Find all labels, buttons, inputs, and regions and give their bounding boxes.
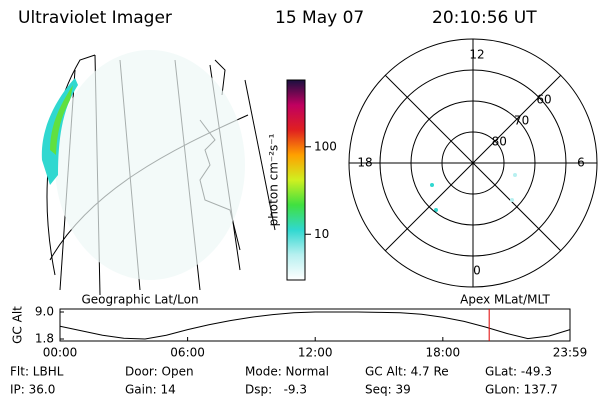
footer-field: IP: 36.0 (10, 383, 55, 397)
footer-field: Dsp: -9.3 (245, 383, 307, 397)
instrument: Ultraviolet Imager (18, 8, 172, 28)
mlt-label: 12 (469, 48, 484, 62)
lat-ring (410, 100, 536, 226)
lat-label: 80 (492, 134, 507, 148)
polar-title: Apex MLat/MLT (460, 293, 550, 307)
geographic-image (41, 50, 276, 296)
x-tick-label: 18:00 (426, 346, 461, 360)
footer-field: Seq: 39 (365, 383, 411, 397)
y-tick-label: 9.0 (35, 305, 54, 319)
time: 20:10:56 UT (432, 8, 537, 28)
date: 15 May 07 (275, 8, 364, 28)
footer-field: Door: Open (125, 365, 194, 379)
left-image-title: Geographic Lat/Lon (81, 293, 198, 307)
y-tick-label: 1.8 (35, 332, 54, 346)
colorbar-tick-label: 10 (314, 227, 329, 241)
colorbar (286, 79, 306, 281)
footer-field: GLon: 137.7 (485, 383, 558, 397)
mlt-label: 0 (473, 264, 481, 278)
altitude-line (59, 311, 571, 340)
colorbar-label: photon cm⁻²s⁻¹ (267, 133, 281, 226)
mlt-label: 6 (577, 156, 585, 170)
footer-field: Flt: LBHL (10, 365, 64, 379)
mlt-label: 18 (357, 156, 372, 170)
x-tick-label: 23:59 (553, 346, 588, 360)
lat-label: 60 (536, 92, 551, 106)
y-axis-label: GC Alt (11, 306, 25, 344)
polar-plot (348, 38, 598, 288)
footer-field: GC Alt: 4.7 Re (365, 365, 449, 379)
footer-field: Mode: Normal (245, 365, 329, 379)
lat-label: 70 (514, 113, 529, 127)
lat-ring (441, 131, 505, 195)
x-tick-label: 12:00 (298, 346, 333, 360)
footer-field: Gain: 14 (125, 383, 176, 397)
lat-ring (379, 69, 567, 257)
x-tick-label: 06:00 (170, 346, 205, 360)
footer-field: GLat: -49.3 (485, 365, 552, 379)
colorbar-tick-label: 100 (314, 139, 337, 153)
x-tick-label: 00:00 (43, 346, 78, 360)
